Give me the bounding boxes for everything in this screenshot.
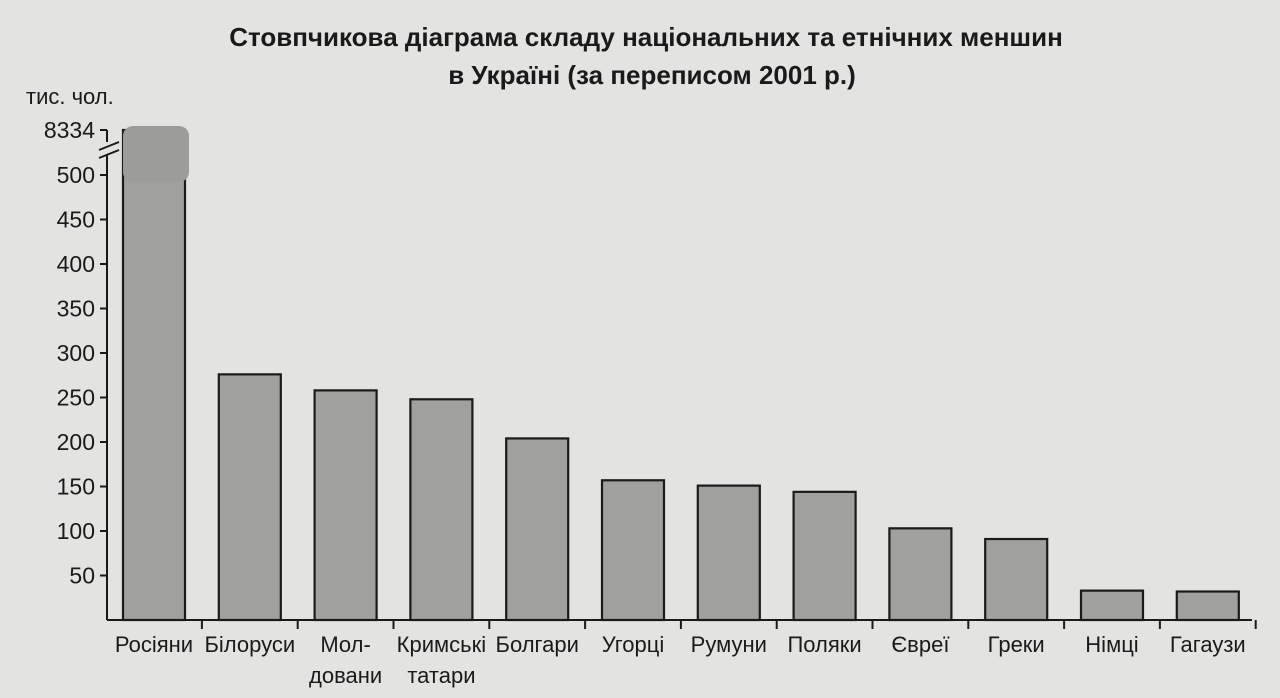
y-tick-label: 300 xyxy=(57,340,95,366)
x-category-label: татари xyxy=(407,663,475,688)
x-axis-labels: Росіяни Білоруси Мол-довани Кримські татари Б… xyxy=(115,620,1257,688)
bar xyxy=(1175,590,1240,622)
bar xyxy=(409,398,474,622)
bar xyxy=(792,490,857,622)
x-category-label: Євреї xyxy=(891,632,949,657)
bar xyxy=(696,484,761,622)
y-tick-label: 500 xyxy=(57,162,95,188)
x-category-label: довани xyxy=(309,663,382,688)
y-tick-label: 250 xyxy=(57,385,95,411)
x-category-label: Росіяни xyxy=(115,632,193,657)
x-category-label: Румуни xyxy=(691,632,767,657)
y-axis-unit-label: тис. чол. xyxy=(26,84,114,109)
chart-title-line-2: в Україні (за переписом 2001 р.) xyxy=(448,60,856,90)
x-category-label: Німці xyxy=(1085,632,1138,657)
y-tick-label: 200 xyxy=(57,429,95,455)
chart-title: Стовпчикова діаграма складу національних… xyxy=(229,22,1063,90)
chart-bars xyxy=(121,126,1240,622)
bar xyxy=(888,527,953,622)
bar-break-top xyxy=(123,126,189,182)
y-tick-label: 350 xyxy=(57,296,95,322)
x-category-label: Гагаузи xyxy=(1170,632,1246,657)
bar xyxy=(217,373,282,622)
bar xyxy=(313,389,378,622)
y-tick-label: 400 xyxy=(57,251,95,277)
x-category-label: Угорці xyxy=(602,632,665,657)
bar xyxy=(1079,589,1145,622)
x-category-label: Кримські xyxy=(397,632,486,657)
y-tick-label: 100 xyxy=(57,518,95,544)
y-axis-ticks: 50 100 150 200 250 300 350 400 450 500 8334 xyxy=(44,117,107,589)
y-tick-label-break: 8334 xyxy=(44,117,95,143)
bar xyxy=(984,537,1049,622)
chart-title-line-1: Стовпчикова діаграма складу національних… xyxy=(229,22,1063,52)
bar xyxy=(505,437,570,622)
axis-break-mark xyxy=(98,141,120,151)
bar xyxy=(600,479,666,622)
x-category-label: Греки xyxy=(988,632,1045,657)
x-category-label: Поляки xyxy=(787,632,861,657)
y-tick-label: 450 xyxy=(57,207,95,233)
x-category-label: Білоруси xyxy=(204,632,295,657)
bar xyxy=(121,128,187,622)
y-tick-label: 150 xyxy=(57,474,95,500)
x-category-label: Мол- xyxy=(320,632,371,657)
axis-break-mark xyxy=(98,149,120,159)
y-tick-label: 50 xyxy=(69,563,95,589)
x-category-label: Болгари xyxy=(496,632,579,657)
